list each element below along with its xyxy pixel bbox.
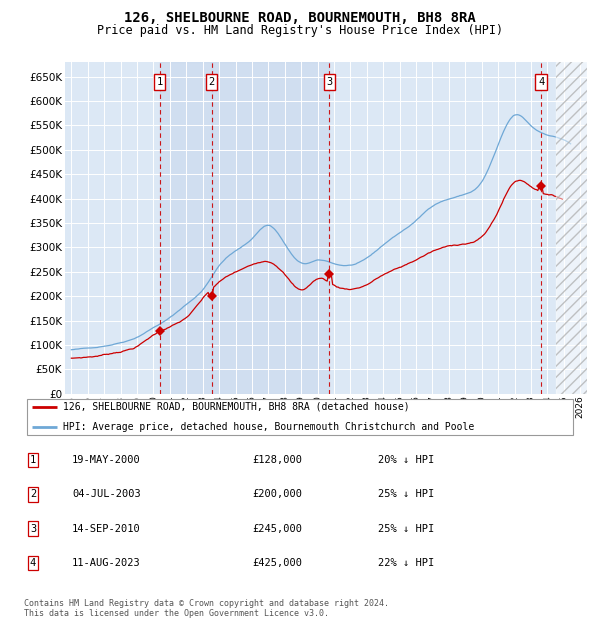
Text: 2: 2 xyxy=(208,77,215,87)
Text: 25% ↓ HPI: 25% ↓ HPI xyxy=(378,489,434,500)
Bar xyxy=(556,62,587,394)
Bar xyxy=(212,62,329,394)
Bar xyxy=(160,62,212,394)
Text: 4: 4 xyxy=(30,557,36,568)
Text: £200,000: £200,000 xyxy=(252,489,302,500)
Text: Contains HM Land Registry data © Crown copyright and database right 2024.: Contains HM Land Registry data © Crown c… xyxy=(24,600,389,608)
Text: £425,000: £425,000 xyxy=(252,557,302,568)
Text: 2: 2 xyxy=(30,489,36,500)
Text: Price paid vs. HM Land Registry's House Price Index (HPI): Price paid vs. HM Land Registry's House … xyxy=(97,24,503,37)
Text: £245,000: £245,000 xyxy=(252,523,302,534)
Text: 1: 1 xyxy=(30,455,36,466)
Text: 14-SEP-2010: 14-SEP-2010 xyxy=(72,523,141,534)
FancyBboxPatch shape xyxy=(27,399,573,435)
Text: 19-MAY-2000: 19-MAY-2000 xyxy=(72,455,141,466)
Text: 1: 1 xyxy=(157,77,163,87)
Text: 4: 4 xyxy=(538,77,544,87)
Text: 11-AUG-2023: 11-AUG-2023 xyxy=(72,557,141,568)
Text: 22% ↓ HPI: 22% ↓ HPI xyxy=(378,557,434,568)
Text: £128,000: £128,000 xyxy=(252,455,302,466)
Text: 25% ↓ HPI: 25% ↓ HPI xyxy=(378,523,434,534)
Text: 04-JUL-2003: 04-JUL-2003 xyxy=(72,489,141,500)
Text: HPI: Average price, detached house, Bournemouth Christchurch and Poole: HPI: Average price, detached house, Bour… xyxy=(62,422,474,432)
Text: This data is licensed under the Open Government Licence v3.0.: This data is licensed under the Open Gov… xyxy=(24,609,329,618)
Text: 3: 3 xyxy=(326,77,332,87)
Text: 126, SHELBOURNE ROAD, BOURNEMOUTH, BH8 8RA: 126, SHELBOURNE ROAD, BOURNEMOUTH, BH8 8… xyxy=(124,11,476,25)
Text: 3: 3 xyxy=(30,523,36,534)
Bar xyxy=(556,62,587,394)
Text: 20% ↓ HPI: 20% ↓ HPI xyxy=(378,455,434,466)
Text: 126, SHELBOURNE ROAD, BOURNEMOUTH, BH8 8RA (detached house): 126, SHELBOURNE ROAD, BOURNEMOUTH, BH8 8… xyxy=(62,402,409,412)
